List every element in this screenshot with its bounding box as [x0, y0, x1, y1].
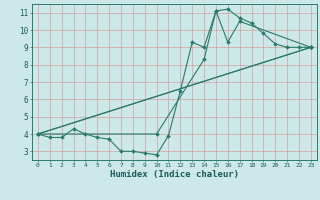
X-axis label: Humidex (Indice chaleur): Humidex (Indice chaleur) — [110, 170, 239, 179]
